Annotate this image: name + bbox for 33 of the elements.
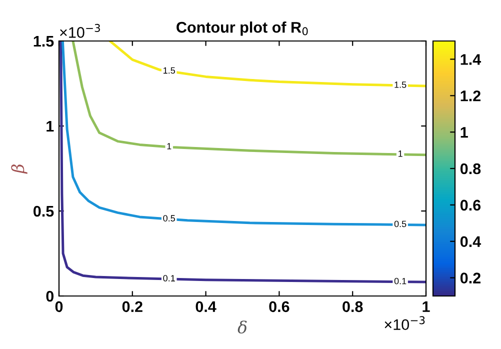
- x-axis-title: δ: [238, 320, 247, 334]
- color-bar-label: 1: [460, 127, 468, 138]
- text: ×10$^{−3}$: [60, 24, 100, 38]
- line-series: [61, 41, 426, 226]
- text: 1.5: [394, 82, 406, 88]
- text: 1: [398, 150, 402, 157]
- color-bar-label: 0.4: [460, 236, 482, 248]
- x-tick-label: 0.4: [196, 301, 216, 312]
- x-tick-label: 0.8: [342, 301, 363, 312]
- line-series: [108, 41, 426, 88]
- x-tick-label: 0.6: [269, 301, 290, 312]
- series-label: 0.1: [163, 275, 175, 282]
- color-bar-label: 0.2: [460, 272, 480, 284]
- text: 0.5: [394, 220, 406, 228]
- y-tick-label: 1.5: [34, 36, 54, 47]
- color-bar-label: 1.2: [460, 90, 480, 102]
- color-bar-label: 0.8: [460, 163, 481, 174]
- color-bar-label: 1.4: [460, 54, 482, 65]
- y-tick-label: 0: [46, 290, 54, 302]
- text: 0.1: [394, 278, 406, 284]
- y-tick-label: 0.5: [34, 206, 54, 217]
- series-label: 0.5: [163, 215, 175, 222]
- series-label: 1: [167, 143, 172, 150]
- series-label: 1.5: [164, 67, 175, 74]
- y-axis-title: β: [11, 164, 28, 174]
- line-series: [72, 41, 426, 156]
- chart-title: Contour plot of R$_{0}$: [176, 22, 308, 36]
- x-tick-label: 0: [55, 301, 63, 312]
- x-tick-label: 1: [422, 301, 430, 312]
- y-tick-label: 1: [46, 121, 54, 132]
- x-tick-label: 0.2: [122, 301, 142, 312]
- text: ×10$^{−3}$: [384, 316, 425, 330]
- color-bar-label: 0.6: [460, 200, 481, 211]
